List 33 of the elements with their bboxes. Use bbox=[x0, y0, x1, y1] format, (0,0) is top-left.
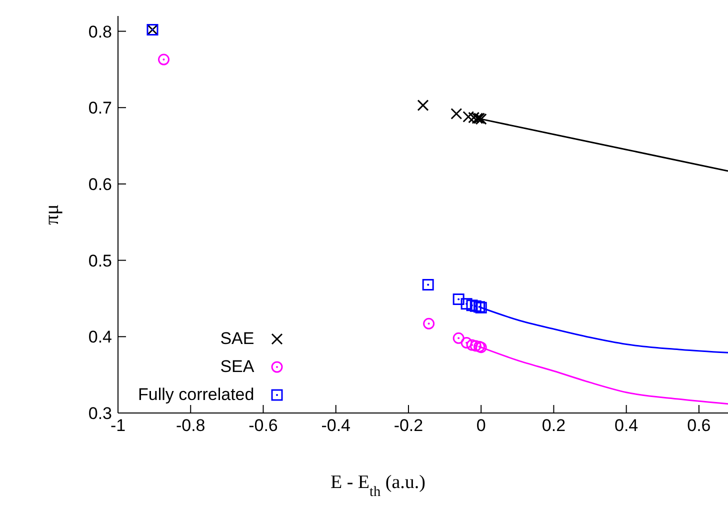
legend-label: SEA bbox=[220, 356, 254, 378]
x-tick-label: -0.8 bbox=[176, 416, 206, 436]
x-tick-label: -0.2 bbox=[394, 416, 424, 436]
point bbox=[417, 100, 429, 112]
legend-label: Fully correlated bbox=[138, 384, 254, 406]
y-tick-label: 0.7 bbox=[88, 98, 112, 118]
y-tick-label: 0.3 bbox=[88, 404, 112, 424]
point bbox=[460, 337, 472, 349]
x-tick-label: -0.6 bbox=[248, 416, 278, 436]
x-tick-label: 0.6 bbox=[687, 416, 711, 436]
x-tick-label: 0.4 bbox=[614, 416, 638, 436]
point bbox=[460, 298, 472, 310]
point bbox=[470, 300, 482, 312]
y-tick-label: 0.4 bbox=[88, 328, 112, 347]
point bbox=[450, 108, 462, 120]
x-axis-title: E - E$_{th}$ (a.u.) bbox=[330, 472, 426, 500]
point bbox=[470, 340, 482, 352]
point bbox=[466, 300, 478, 312]
point bbox=[422, 278, 434, 290]
point bbox=[452, 293, 464, 305]
point bbox=[466, 339, 478, 351]
point bbox=[423, 318, 435, 330]
x-tick-label: -0.4 bbox=[321, 416, 351, 436]
legend-label: SAE bbox=[220, 328, 254, 350]
y-axis-title: πμ bbox=[41, 204, 64, 225]
y-tick-label: 0.5 bbox=[88, 251, 112, 270]
x-tick-label: -1 bbox=[110, 416, 126, 436]
x-tick-label: 0.2 bbox=[542, 416, 566, 436]
point bbox=[452, 332, 464, 344]
point bbox=[158, 54, 170, 66]
y-tick-label: 0.6 bbox=[88, 174, 112, 194]
y-tick-label: 0.8 bbox=[88, 22, 112, 42]
x-tick-label: 0 bbox=[476, 416, 486, 436]
